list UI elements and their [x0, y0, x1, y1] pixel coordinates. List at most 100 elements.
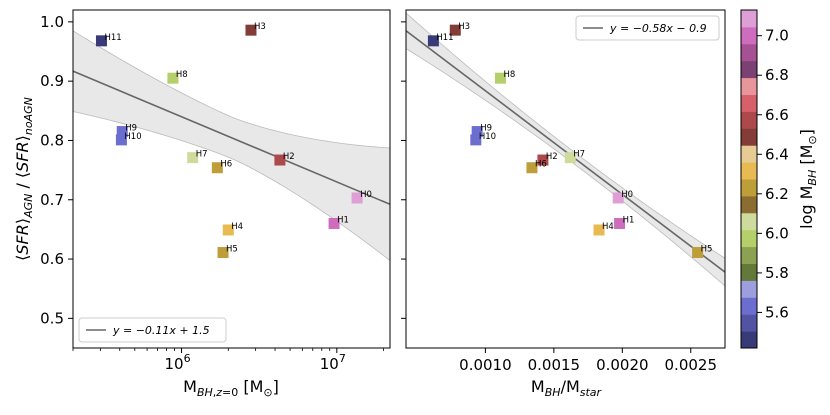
left-fit-line	[73, 70, 390, 206]
colorbar-segment	[741, 128, 757, 146]
left-ytick-label: 0.8	[40, 131, 64, 149]
left-ytick-label: 0.7	[40, 191, 64, 209]
right-fit-line	[406, 30, 725, 273]
point-h0	[351, 192, 363, 204]
colorbar-tick-label: 6.4	[765, 145, 789, 163]
right-xtick-label: 0.0020	[596, 356, 649, 374]
point-label-h0: H0	[621, 190, 633, 200]
colorbar-segment	[741, 314, 757, 332]
colorbar-segment	[741, 60, 757, 79]
point-h11	[427, 35, 439, 47]
right-xtick-label: 0.0025	[665, 356, 718, 374]
right-xlabel: MBH/Mstar	[531, 377, 603, 399]
point-label-h11: H11	[104, 33, 121, 43]
colorbar-tick-label: 6.6	[765, 106, 789, 124]
colorbar-segment	[741, 162, 757, 180]
point-h9	[116, 126, 128, 138]
point-label-h6: H6	[535, 160, 547, 170]
point-h5	[217, 247, 229, 259]
point-label-h5: H5	[226, 245, 238, 255]
colorbar-segment	[741, 229, 757, 248]
point-label-h9: H9	[480, 124, 492, 134]
left-ytick-label: 0.5	[40, 309, 64, 327]
point-h7	[187, 152, 199, 164]
point-label-h7: H7	[196, 150, 208, 160]
left-ylabel: ⟨SFR⟩AGN / ⟨SFR⟩noAGN	[13, 97, 35, 261]
colorbar-tick-label: 5.6	[765, 303, 789, 321]
point-label-h9: H9	[125, 124, 137, 134]
right-legend: y = −0.58x − 0.9	[575, 15, 720, 41]
colorbar-tick-label: 6.8	[765, 66, 789, 84]
point-label-h0: H0	[360, 190, 372, 200]
colorbar-segment	[741, 43, 757, 62]
right-legend-box	[575, 15, 720, 41]
point-h8	[494, 72, 506, 84]
left-ytick-label: 1.0	[40, 13, 64, 31]
point-h0	[612, 192, 624, 204]
point-label-h4: H4	[602, 222, 614, 232]
colorbar-segment	[741, 145, 757, 163]
left-confidence-band	[73, 30, 390, 262]
point-h5	[692, 247, 704, 259]
colorbar-segment	[741, 26, 757, 45]
left-xtick-label: 106	[164, 352, 190, 373]
left-legend-text: y = −0.11x + 1.5	[112, 324, 210, 337]
colorbar-segment	[741, 179, 757, 197]
colorbar-segment	[741, 331, 757, 349]
point-h1	[614, 217, 626, 229]
point-label-h11: H11	[436, 33, 453, 43]
colorbar-segment	[741, 77, 757, 95]
point-h2	[537, 154, 549, 166]
point-label-h8: H8	[503, 70, 515, 80]
point-label-h4: H4	[231, 222, 243, 232]
point-h2	[274, 154, 286, 166]
point-h6	[526, 162, 538, 174]
point-h7	[564, 152, 576, 164]
right-xtick-label: 0.0010	[459, 356, 512, 374]
point-label-h1: H1	[623, 215, 635, 225]
left-ytick-label: 0.9	[40, 72, 64, 90]
point-h11	[95, 35, 107, 47]
point-h9	[471, 126, 483, 138]
point-h6	[211, 162, 223, 174]
right-legend-text: y = −0.58x − 0.9	[609, 22, 707, 35]
point-h4	[222, 224, 234, 236]
colorbar-tick-label: 6.2	[765, 185, 789, 203]
left-ytick-label: 0.6	[40, 250, 64, 268]
point-h4	[593, 224, 605, 236]
colorbar-segment	[741, 263, 757, 281]
point-label-h1: H1	[337, 215, 349, 225]
colorbar-segment	[741, 111, 757, 129]
point-label-h5: H5	[701, 245, 713, 255]
colorbar-segment	[741, 297, 757, 315]
point-label-h3: H3	[254, 22, 266, 32]
colorbar-frame	[740, 9, 758, 349]
colorbar-tick-label: 5.8	[765, 264, 789, 282]
point-label-h7: H7	[573, 150, 585, 160]
colorbar-segment	[741, 94, 757, 112]
left-legend: y = −0.11x + 1.5	[78, 317, 227, 343]
colorbar-segment	[741, 246, 757, 264]
right-xtick-label: 0.0015	[528, 356, 581, 374]
left-xtick-label: 107	[320, 352, 346, 373]
colorbar: 5.6 5.8 6.0 6.2 6.4 6.6 6.8 7.0 log MBH [M⊙]	[740, 9, 819, 349]
point-label-h2: H2	[283, 152, 295, 162]
point-label-h2: H2	[546, 152, 558, 162]
colorbar-ticks: 5.6 5.8 6.0 6.2 6.4 6.6 6.8 7.0	[757, 27, 789, 321]
colorbar-label: log MBH [M⊙]	[797, 129, 819, 229]
colorbar-segment	[741, 195, 757, 214]
point-h3	[449, 24, 461, 36]
right-ticks: 0.0010 0.0015 0.0020 0.0025	[401, 21, 718, 374]
point-label-h10: H10	[124, 132, 141, 142]
left-xlabel: MBH,z=0 [M⊙]	[183, 377, 279, 399]
point-label-h3: H3	[458, 22, 470, 32]
point-h10	[470, 134, 482, 146]
colorbar-segments	[741, 10, 757, 349]
left-legend-box	[78, 317, 227, 343]
colorbar-segment	[741, 10, 757, 28]
